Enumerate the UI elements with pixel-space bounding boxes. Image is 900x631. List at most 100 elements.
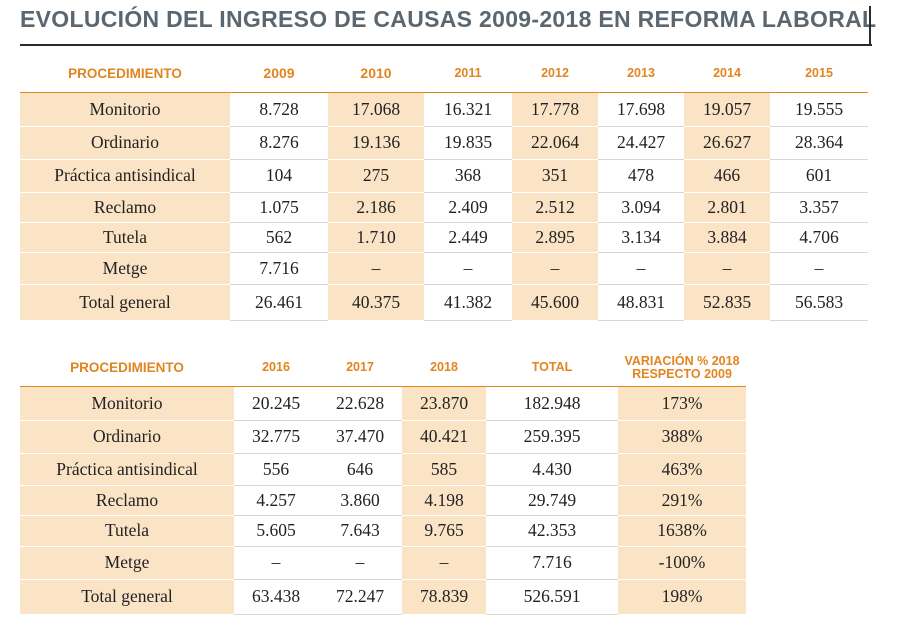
row-label: Práctica antisindical (20, 159, 230, 193)
cell: 646 (318, 453, 402, 486)
row-label: Metge (20, 546, 234, 580)
cell: 78.839 (402, 579, 486, 615)
cell: 3.094 (598, 192, 684, 223)
cell: 351 (512, 159, 598, 193)
table-row: Reclamo 1.075 2.186 2.409 2.512 3.094 2.… (20, 192, 868, 223)
header-2017: 2017 (318, 350, 402, 387)
title-side-rule (869, 6, 871, 46)
row-label: Tutela (20, 222, 230, 253)
header-2016: 2016 (234, 350, 318, 387)
row-label: Reclamo (20, 192, 230, 223)
cell: 291% (618, 485, 746, 516)
table-row: Reclamo 4.257 3.860 4.198 29.749 291% (20, 485, 746, 516)
cell: – (328, 252, 424, 285)
cell: 1638% (618, 515, 746, 547)
cell: 23.870 (402, 386, 486, 421)
table-row-total: Total general 63.438 72.247 78.839 526.5… (20, 579, 746, 615)
cell: 20.245 (234, 386, 318, 421)
cell: 26.461 (230, 284, 328, 321)
page-title: EVOLUCIÓN DEL INGRESO DE CAUSAS 2009-201… (20, 6, 877, 32)
cell: 17.068 (328, 92, 424, 127)
table-header-row: PROCEDIMIENTO 2009 2010 2011 2012 2013 2… (20, 56, 868, 93)
cell: 2.801 (684, 192, 770, 223)
cell: 24.427 (598, 126, 684, 160)
cell: 173% (618, 386, 746, 421)
header-variacion: VARIACIÓN % 2018 RESPECTO 2009 (618, 350, 746, 387)
cell: 19.136 (328, 126, 424, 160)
cell: 29.749 (486, 485, 618, 516)
row-label: Metge (20, 252, 230, 285)
cell: 4.257 (234, 485, 318, 516)
row-label: Práctica antisindical (20, 453, 234, 486)
cell: 41.382 (424, 284, 512, 321)
cell: – (234, 546, 318, 580)
cell: 28.364 (770, 126, 868, 160)
cell: 8.276 (230, 126, 328, 160)
cell: 478 (598, 159, 684, 193)
cell: – (402, 546, 486, 580)
cell: 1.710 (328, 222, 424, 253)
cell: 7.643 (318, 515, 402, 547)
cell: – (598, 252, 684, 285)
cell: – (424, 252, 512, 285)
cell: 3.860 (318, 485, 402, 516)
table-header-row: PROCEDIMIENTO 2016 2017 2018 TOTAL VARIA… (20, 350, 746, 387)
table-row: Ordinario 32.775 37.470 40.421 259.395 3… (20, 420, 746, 454)
cell: -100% (618, 546, 746, 580)
cell: 198% (618, 579, 746, 615)
cell: 2.512 (512, 192, 598, 223)
cell: 526.591 (486, 579, 618, 615)
table-row: Práctica antisindical 104 275 368 351 47… (20, 159, 868, 193)
cell: 72.247 (318, 579, 402, 615)
table-row: Práctica antisindical 556 646 585 4.430 … (20, 453, 746, 486)
cell: 3.884 (684, 222, 770, 253)
cell: 52.835 (684, 284, 770, 321)
header-2018: 2018 (402, 350, 486, 387)
header-total: TOTAL (486, 350, 618, 387)
cell: 26.627 (684, 126, 770, 160)
table-row: Tutela 562 1.710 2.449 2.895 3.134 3.884… (20, 222, 868, 253)
cell: 45.600 (512, 284, 598, 321)
cell: 19.057 (684, 92, 770, 127)
header-2013: 2013 (598, 56, 684, 93)
cell: 466 (684, 159, 770, 193)
cell: – (512, 252, 598, 285)
cell: 4.198 (402, 485, 486, 516)
cell: 56.583 (770, 284, 868, 321)
table-row: Tutela 5.605 7.643 9.765 42.353 1638% (20, 515, 746, 547)
row-label: Ordinario (20, 126, 230, 160)
cell: 22.064 (512, 126, 598, 160)
cell: 2.409 (424, 192, 512, 223)
row-label: Total general (20, 284, 230, 321)
cell: – (684, 252, 770, 285)
cell: 556 (234, 453, 318, 486)
cell: 104 (230, 159, 328, 193)
table-row-total: Total general 26.461 40.375 41.382 45.60… (20, 284, 868, 321)
row-label: Monitorio (20, 386, 234, 421)
cell: 2.186 (328, 192, 424, 223)
header-2014: 2014 (684, 56, 770, 93)
cell: 4.706 (770, 222, 868, 253)
row-label: Tutela (20, 515, 234, 547)
cell: 16.321 (424, 92, 512, 127)
cell: 19.835 (424, 126, 512, 160)
cell: 1.075 (230, 192, 328, 223)
table-2016-2018: PROCEDIMIENTO 2016 2017 2018 TOTAL VARIA… (20, 350, 746, 615)
header-2009: 2009 (230, 56, 328, 93)
cell: 22.628 (318, 386, 402, 421)
cell: 182.948 (486, 386, 618, 421)
cell: 9.765 (402, 515, 486, 547)
cell: 275 (328, 159, 424, 193)
table-2009-2015: PROCEDIMIENTO 2009 2010 2011 2012 2013 2… (20, 56, 868, 321)
cell: 2.895 (512, 222, 598, 253)
cell: 5.605 (234, 515, 318, 547)
cell: – (770, 252, 868, 285)
cell: 585 (402, 453, 486, 486)
header-procedimiento: PROCEDIMIENTO (20, 56, 230, 93)
cell: 4.430 (486, 453, 618, 486)
header-2011: 2011 (424, 56, 512, 93)
table-row: Monitorio 20.245 22.628 23.870 182.948 1… (20, 386, 746, 421)
cell: 3.357 (770, 192, 868, 223)
cell: 388% (618, 420, 746, 454)
header-2015: 2015 (770, 56, 868, 93)
